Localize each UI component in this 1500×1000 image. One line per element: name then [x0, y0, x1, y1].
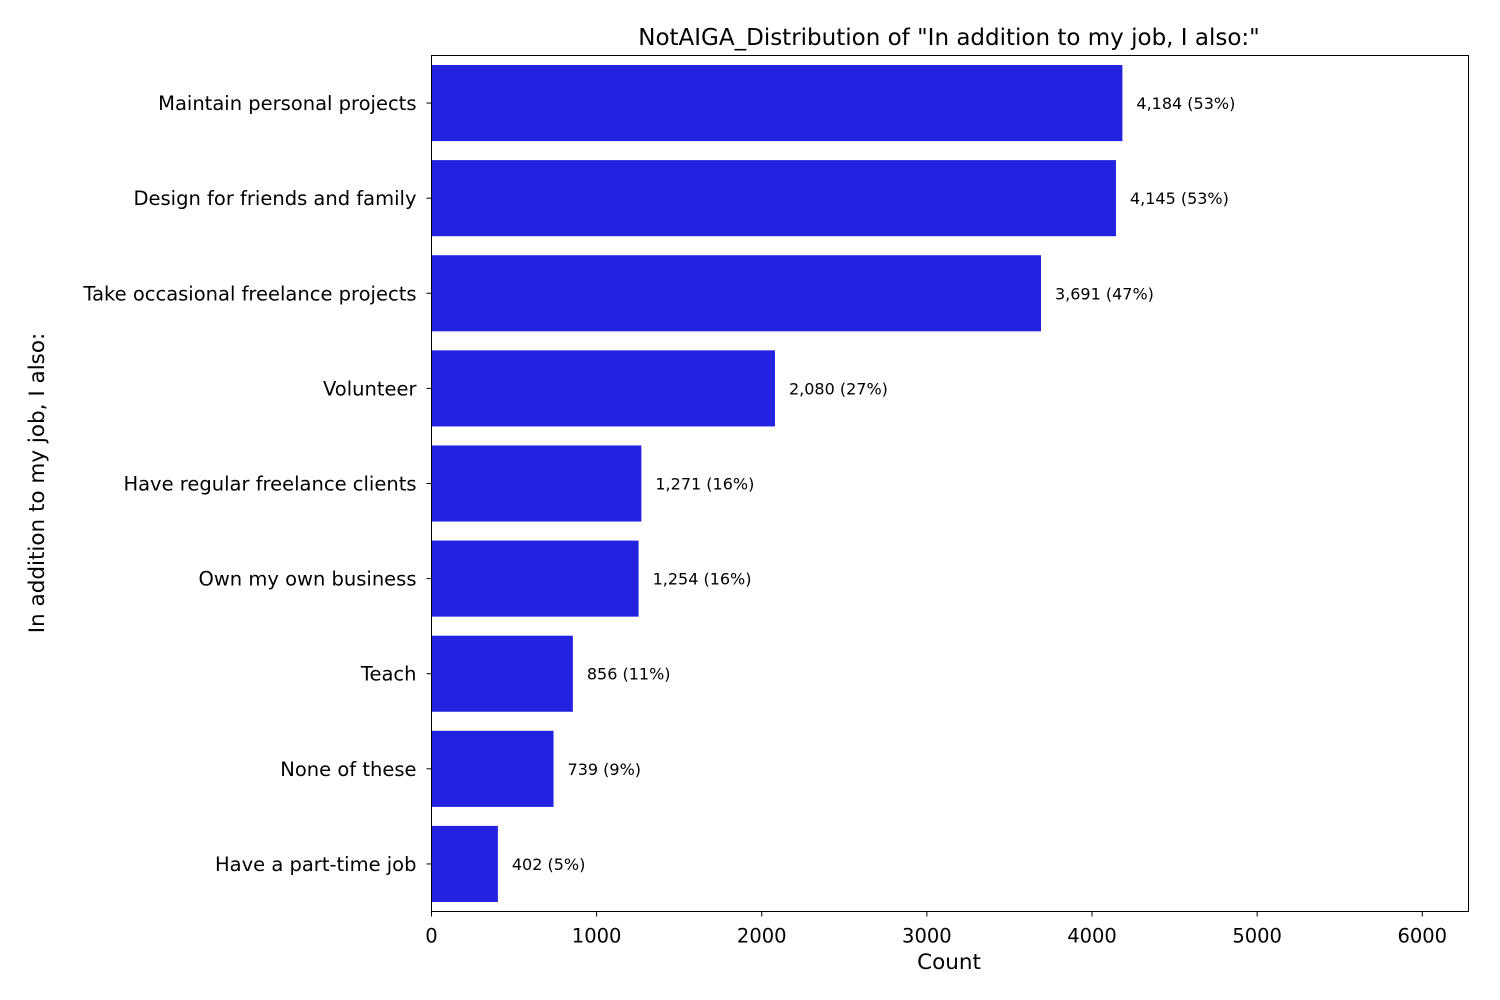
bars-group: [431, 65, 1123, 902]
category-label: None of these: [280, 758, 416, 781]
data-label: 856 (11%): [587, 665, 671, 684]
bar-own-my-own-business: [431, 540, 639, 617]
category-label: Have regular freelance clients: [123, 473, 416, 496]
category-label: Have a part-time job: [215, 853, 417, 876]
bar-have-regular-freelance-clients: [431, 445, 642, 522]
x-tick-label: 2000: [737, 925, 787, 948]
category-label: Maintain personal projects: [158, 92, 416, 115]
x-tick-label: 4000: [1067, 925, 1117, 948]
category-label: Own my own business: [198, 568, 416, 591]
data-label: 4,145 (53%): [1130, 189, 1229, 208]
chart-title: NotAIGA_Distribution of "In addition to …: [638, 25, 1260, 51]
data-label: 402 (5%): [512, 855, 586, 874]
bar-take-occasional-freelance-projects: [431, 255, 1041, 332]
x-tick-label: 1000: [572, 925, 622, 948]
bar-volunteer: [431, 350, 775, 427]
x-tick-label: 5000: [1232, 925, 1282, 948]
category-label: Volunteer: [323, 377, 418, 400]
bar-maintain-personal-projects: [431, 65, 1123, 142]
category-labels: Maintain personal projects Design for fri…: [82, 92, 432, 876]
data-labels: 4,184 (53%) 4,145 (53%) 3,691 (47%) 2,080 (…: [512, 94, 1235, 874]
data-label: 739 (9%): [568, 760, 642, 779]
data-label: 1,254 (16%): [653, 570, 752, 589]
x-tick-label: 6000: [1397, 925, 1447, 948]
x-tick-label: 3000: [902, 925, 952, 948]
x-tick-label: 0: [425, 925, 437, 948]
data-label: 3,691 (47%): [1055, 284, 1154, 303]
x-axis-ticks: 0 1000 2000 3000 4000 5000 6000: [425, 911, 1447, 948]
plot-frame: [431, 55, 1469, 912]
category-label: Take occasional freelance projects: [82, 282, 416, 305]
x-axis-label: Count: [917, 950, 981, 975]
data-label: 4,184 (53%): [1136, 94, 1235, 113]
data-label: 2,080 (27%): [789, 379, 888, 398]
bar-design-for-friends-and-family: [431, 160, 1116, 237]
y-axis-label: In addition to my job, I also:: [25, 333, 50, 634]
bar-none-of-these: [431, 730, 554, 807]
bar-teach: [431, 635, 573, 712]
category-label: Teach: [360, 663, 417, 686]
data-label: 1,271 (16%): [655, 475, 754, 494]
category-label: Design for friends and family: [134, 187, 417, 210]
bar-have-a-part-time-job: [431, 825, 498, 902]
